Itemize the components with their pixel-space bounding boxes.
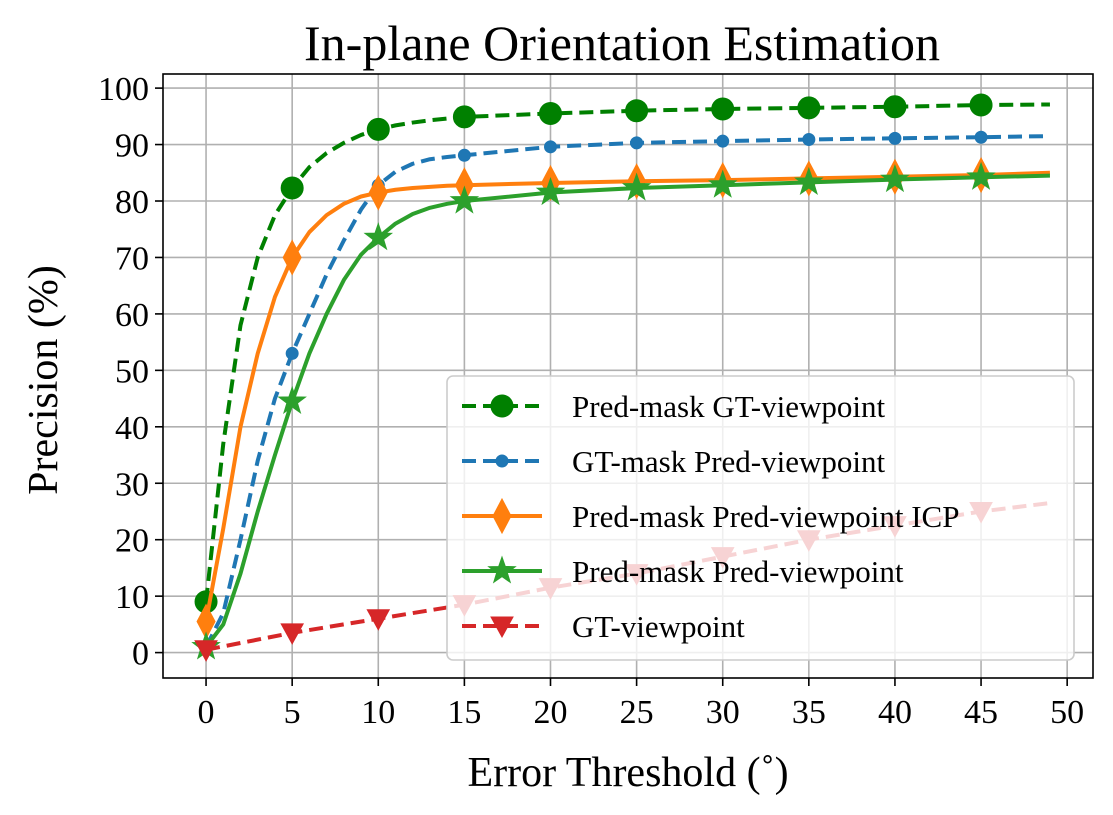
legend-marker — [492, 497, 512, 535]
legend-marker — [495, 454, 509, 468]
series-line — [204, 134, 1050, 648]
legend-item: Pred-mask Pred-viewpoint — [462, 554, 904, 589]
y-tick-label: 50 — [115, 353, 149, 390]
data-point — [363, 222, 394, 251]
data-point — [802, 132, 816, 146]
series-line — [204, 170, 1051, 622]
legend-marker — [490, 616, 514, 639]
x-tick-label: 25 — [620, 694, 654, 731]
chart-title: In-plane Orientation Estimation — [304, 15, 940, 71]
data-point — [544, 140, 557, 154]
x-tick-label: 30 — [706, 694, 740, 731]
legend-item: Pred-mask GT-viewpoint — [462, 389, 886, 424]
legend-label: Pred-mask GT-viewpoint — [572, 389, 886, 424]
data-point — [888, 131, 902, 145]
data-point — [797, 96, 821, 120]
y-tick-label: 20 — [115, 523, 149, 560]
legend-marker — [490, 394, 514, 418]
y-tick-label: 10 — [115, 579, 149, 616]
data-point — [535, 177, 566, 206]
x-tick-label: 50 — [1050, 694, 1084, 731]
x-tick-label: 20 — [534, 694, 568, 731]
ticks: 0 5 10 15 20 25 30 35 40 45 50 0 10 20 30 40 50 60 70 80 90 1… — [98, 71, 1084, 731]
data-point — [280, 176, 304, 200]
y-tick-label: 70 — [115, 240, 149, 277]
data-point — [539, 102, 562, 126]
x-tick-label: 0 — [198, 694, 215, 731]
y-tick-label: 80 — [115, 184, 149, 221]
legend: Pred-mask GT-viewpoint GT-mask Pred-viewp… — [446, 375, 1075, 661]
data-point — [452, 105, 476, 129]
series-line — [204, 173, 1050, 649]
data-point — [974, 130, 988, 144]
data-point — [794, 166, 824, 195]
data-point — [285, 346, 299, 360]
data-point — [366, 117, 390, 141]
legend-item: GT-viewpoint — [462, 609, 745, 644]
y-tick-label: 90 — [115, 128, 149, 165]
data-point — [194, 640, 218, 662]
x-tick-label: 45 — [964, 694, 998, 731]
series-2 — [199, 130, 1050, 654]
x-tick-label: 40 — [878, 694, 912, 731]
data-point — [366, 609, 391, 631]
data-point — [277, 385, 307, 414]
y-tick-label: 40 — [115, 410, 149, 447]
data-point — [625, 99, 649, 123]
legend-label: Pred-mask Pred-viewpoint ICP — [572, 499, 959, 534]
data-point — [630, 136, 644, 150]
x-tick-label: 5 — [284, 694, 301, 731]
x-tick-label: 10 — [361, 694, 395, 731]
plot-frame — [162, 73, 1094, 679]
y-tick-label: 30 — [115, 466, 149, 503]
x-axis-label: Error Threshold (˚) — [467, 750, 788, 796]
legend-label: GT-viewpoint — [572, 609, 745, 644]
data-point — [282, 239, 302, 276]
data-point — [621, 172, 652, 201]
data-point — [716, 134, 730, 148]
data-point — [280, 623, 305, 645]
y-axis-label: Precision (%) — [21, 265, 67, 495]
data-point — [449, 185, 480, 214]
data-point — [969, 93, 993, 117]
data-point — [707, 169, 738, 198]
legend-marker — [487, 555, 517, 584]
data-point — [368, 174, 388, 211]
series-1 — [194, 93, 1050, 614]
legend-item: Pred-mask Pred-viewpoint ICP — [462, 497, 959, 535]
data-point — [880, 164, 910, 193]
legend-item: GT-mask Pred-viewpoint — [462, 444, 886, 479]
data-point — [457, 148, 471, 162]
legend-label: Pred-mask Pred-viewpoint — [572, 554, 904, 589]
series-line — [204, 102, 1050, 603]
x-tick-label: 15 — [447, 694, 481, 731]
legend-box — [446, 375, 1075, 661]
data-point — [966, 161, 996, 190]
legend-label: GT-mask Pred-viewpoint — [572, 444, 886, 479]
y-tick-label: 60 — [115, 297, 149, 334]
data-point — [711, 97, 735, 121]
x-tick-label: 35 — [792, 694, 826, 731]
y-tick-label: 0 — [132, 636, 149, 673]
y-tick-label: 100 — [98, 71, 149, 108]
data-point — [883, 95, 907, 119]
